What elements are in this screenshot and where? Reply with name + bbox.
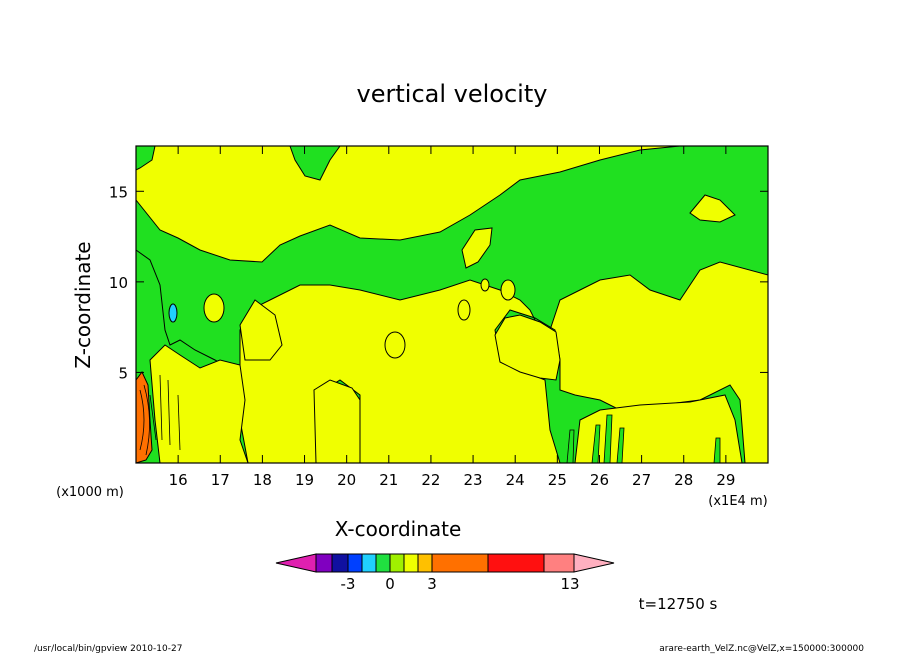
x-unit-label: (x1E4 m): [708, 494, 767, 509]
positive-blob-d: [500, 279, 516, 301]
negative-blob-blue: [168, 303, 178, 323]
x-tick-label: 22: [421, 471, 440, 489]
x-tick-label: 21: [379, 471, 398, 489]
colorbar-cell: [315, 553, 333, 573]
colorbar-cell: [347, 553, 363, 573]
negative-region-main: [135, 145, 769, 464]
x-tick-label: 29: [716, 471, 735, 489]
positive-blob-a: [203, 293, 225, 323]
colorbar-cell: [331, 553, 349, 573]
positive-blob-e: [480, 278, 490, 292]
y-axis-label: Z-coordinate: [71, 241, 95, 368]
x-tick-label: 26: [590, 471, 609, 489]
y-tick-label: 15: [109, 183, 128, 201]
x-axis: 16 17 18 19 20 21 22 23 24 25 26 27 28 29: [169, 146, 735, 489]
positive-region-mid: [461, 227, 493, 269]
x-tick-label: 25: [548, 471, 567, 489]
x-axis-label: X-coordinate: [335, 517, 462, 541]
contour-line-2: [143, 384, 150, 456]
contour-line-6: [177, 394, 181, 451]
positive-blob-c: [457, 299, 471, 321]
positive-region-lower-left: [149, 344, 249, 464]
y-tick-label: 5: [118, 364, 128, 382]
x-tick-label: 28: [674, 471, 693, 489]
colorbar-label: 3: [427, 575, 437, 593]
colorbar-cell: [361, 553, 377, 573]
colorbar-arrow-low: [275, 553, 317, 573]
footer-left: /usr/local/bin/gpview 2010-10-27: [34, 644, 182, 654]
x-tick-label: 19: [295, 471, 314, 489]
colorbar-label: 13: [560, 575, 579, 593]
y-axis: 5 10 15: [109, 183, 768, 382]
colorbar-cell: [389, 553, 405, 573]
positive-region-center-bottom: [313, 379, 361, 464]
colorbar-label: 0: [385, 575, 395, 593]
positive-blob-b: [384, 331, 406, 359]
plot-frame: [135, 145, 769, 464]
colorbar-cell: [403, 553, 419, 573]
colorbar-label: -3: [341, 575, 356, 593]
x-tick-label: 23: [464, 471, 483, 489]
chart-title: vertical velocity: [357, 80, 548, 108]
x-tick-label: 27: [632, 471, 651, 489]
contour-line-1: [139, 389, 145, 451]
colorbar-cell: [417, 553, 433, 573]
contour-line-5: [167, 379, 171, 446]
colorbar-cell: [431, 553, 489, 573]
y-unit-label: (x1000 m): [56, 485, 124, 500]
positive-region-right-upper: [689, 194, 736, 223]
contour-line-3: [149, 394, 157, 441]
colorbar-cell: [375, 553, 391, 573]
positive-region-center-right: [494, 314, 561, 381]
colorbar: -3 0 3 13: [275, 553, 615, 593]
x-tick-label: 20: [337, 471, 356, 489]
positive-region-right-bottom: [574, 394, 743, 464]
positive-region-mid-left: [239, 299, 283, 361]
x-tick-label: 17: [211, 471, 230, 489]
colorbar-arrow-high: [573, 553, 615, 573]
contour-field: [135, 145, 769, 464]
time-label: t=12750 s: [639, 595, 718, 613]
footer-right: arare-earth_VelZ.nc@VelZ,x=150000:300000: [659, 644, 864, 654]
x-tick-label: 18: [253, 471, 272, 489]
y-tick-label: 10: [109, 274, 128, 292]
x-tick-label: 16: [169, 471, 188, 489]
colorbar-cell: [543, 553, 575, 573]
x-tick-label: 24: [506, 471, 525, 489]
colorbar-cell: [487, 553, 545, 573]
contour-line-4: [159, 374, 163, 441]
